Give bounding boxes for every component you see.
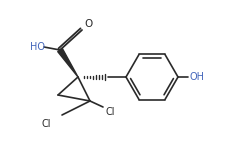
Text: O: O — [84, 19, 92, 29]
Text: Cl: Cl — [42, 119, 52, 129]
Text: HO: HO — [30, 42, 45, 52]
Text: OH: OH — [189, 72, 204, 82]
Text: Cl: Cl — [105, 107, 114, 117]
Polygon shape — [58, 49, 78, 77]
